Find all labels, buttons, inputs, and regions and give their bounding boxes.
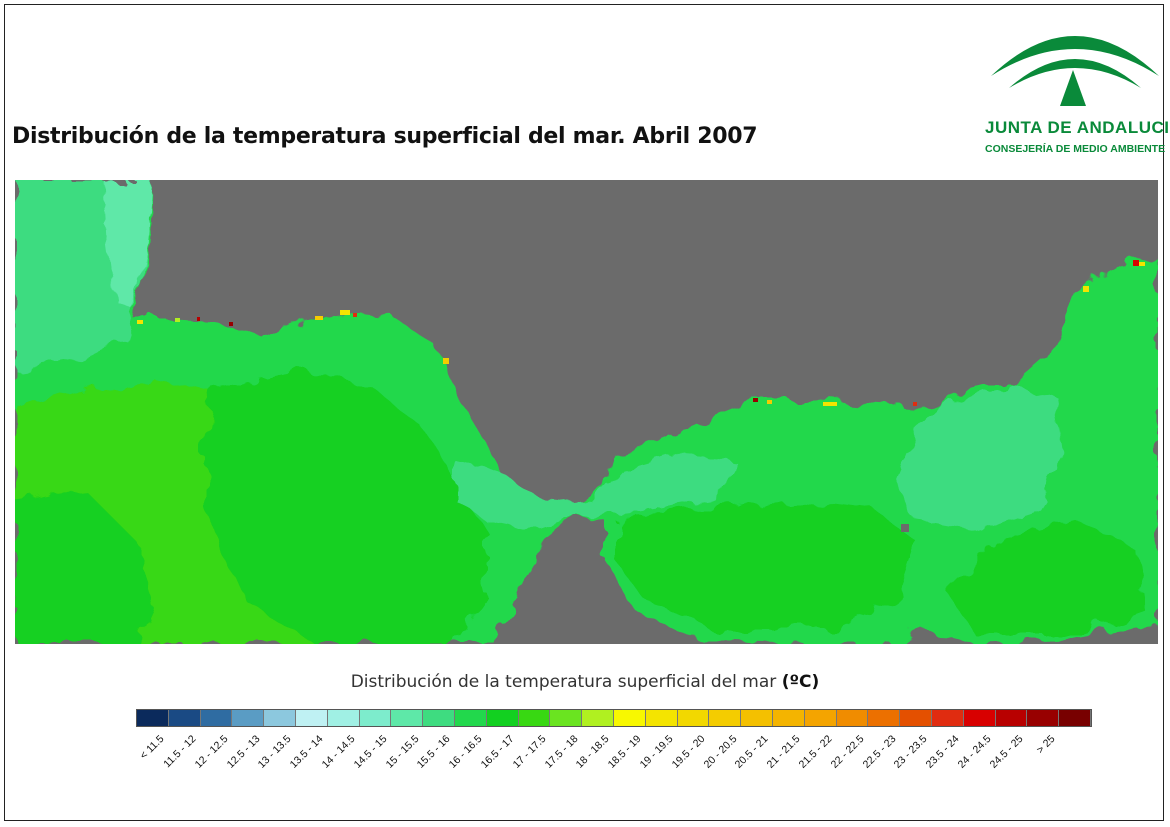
legend-label: 24 - 24.5 [955, 733, 994, 771]
legend-color-bar [136, 709, 1092, 727]
legend-unit: (ºC) [781, 672, 820, 692]
legend-swatch [327, 710, 360, 726]
legend-swatch [359, 710, 392, 726]
legend-title: Distribución de la temperatura superfici… [0, 672, 1170, 692]
legend-swatch [931, 710, 964, 726]
legend-label: 20.5 - 21 [733, 733, 771, 771]
legend-swatch [391, 710, 424, 726]
legend-label: 22.5 - 23 [860, 733, 899, 771]
east-core [945, 520, 1145, 635]
alboran-east-cool [895, 385, 1065, 530]
legend-label: < 11.5 [137, 733, 167, 762]
legend-label: 21 - 21.5 [764, 733, 803, 771]
legend-swatch [550, 710, 583, 726]
legend-label: > 25 [1033, 733, 1058, 757]
logo-arcs-icon [991, 36, 1159, 106]
legend-swatch [295, 710, 328, 726]
legend-swatch [772, 710, 805, 726]
sea-inner-shades [15, 180, 1145, 644]
legend-label: 13 - 13.5 [256, 733, 294, 771]
legend-swatch [1027, 710, 1060, 726]
legend-swatch [582, 710, 614, 726]
legend-label: 16 - 16.5 [446, 733, 485, 771]
legend-label: 24.5 - 25 [987, 733, 1026, 771]
legend-title-text: Distribución de la temperatura superfici… [350, 672, 777, 692]
legend-label: 20 - 20.5 [701, 733, 740, 771]
logo-sub-text: CONSEJERÍA DE MEDIO AMBIENTE [985, 143, 1166, 155]
legend-label: 19.5 - 20 [669, 733, 708, 771]
legend-label: 12 - 12.5 [192, 733, 231, 771]
legend-swatch [645, 710, 678, 726]
legend-label: 15.5 - 16 [415, 733, 453, 771]
legend-swatch [423, 710, 455, 726]
alboran-core [615, 500, 915, 630]
legend-label: 18.5 - 19 [605, 733, 644, 771]
atlantic-core [205, 370, 485, 644]
legend-swatch [518, 710, 551, 726]
legend-label: 23 - 23.5 [892, 733, 930, 771]
legend-label: 19 - 19.5 [637, 733, 676, 771]
legend-label: 17 - 17.5 [510, 733, 549, 771]
legend-swatch [454, 710, 487, 726]
legend-label: 14 - 14.5 [319, 733, 358, 771]
legend-swatch [613, 710, 646, 726]
junta-de-andalucia-logo: JUNTA DE ANDALUCIA CONSEJERÍA DE MEDIO A… [985, 14, 1170, 164]
legend-swatch [1059, 710, 1091, 726]
legend-swatch [486, 710, 519, 726]
legend-swatch [709, 710, 742, 726]
legend-swatch [200, 710, 233, 726]
legend-swatch [995, 710, 1028, 726]
legend-swatch [963, 710, 996, 726]
legend-label: 18 - 18.5 [574, 733, 612, 771]
legend-swatch [900, 710, 932, 726]
logo-main-text: JUNTA DE ANDALUCIA [985, 118, 1170, 137]
legend-label: 22 - 22.5 [828, 733, 867, 771]
legend-swatch [168, 710, 201, 726]
page-title: Distribución de la temperatura superfici… [12, 124, 758, 149]
page-frame [4, 4, 1164, 821]
legend-label: 12.5 - 13 [224, 733, 263, 771]
legend-labels: < 11.5 11.5 - 12 12 - 12.5 12.5 - 13 13 - 13… [136, 733, 1086, 803]
legend-swatch [264, 710, 296, 726]
legend-swatch [232, 710, 265, 726]
legend-label: 15 - 15.5 [383, 733, 422, 771]
legend-swatch [741, 710, 773, 726]
legend-label: 23.5 - 24 [923, 733, 962, 771]
legend-label: 14.5 - 15 [351, 733, 390, 771]
legend-swatch [836, 710, 869, 726]
legend-label: 16.5 - 17 [478, 733, 517, 771]
coastal-warm-pixels [137, 260, 1145, 532]
atlantic-left-core [15, 490, 155, 644]
legend-label: 13.5 - 14 [287, 733, 326, 771]
legend-label: 11.5 - 12 [161, 733, 199, 771]
sea-temperature-map [15, 180, 1158, 644]
legend-label: 21.5 - 22 [796, 733, 835, 771]
strait-cool [455, 455, 735, 530]
legend-swatch [137, 710, 169, 726]
portugal-coastal-cool [103, 180, 150, 310]
legend-swatch [804, 710, 837, 726]
legend-label: 17.5 - 18 [542, 733, 581, 771]
legend-swatch [868, 710, 901, 726]
legend-swatch [677, 710, 710, 726]
